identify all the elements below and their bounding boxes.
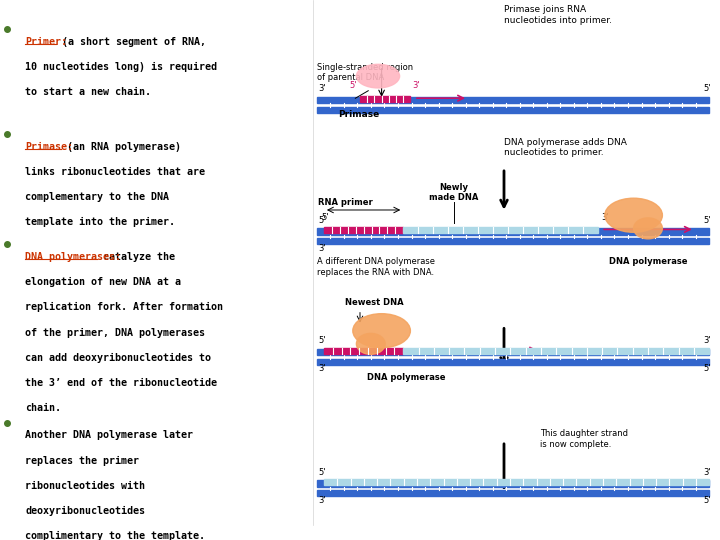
Bar (360, 96, 410, 102)
Text: (an RNA polymerase): (an RNA polymerase) (61, 141, 181, 152)
Text: can add deoxyribonucleotides to: can add deoxyribonucleotides to (25, 353, 211, 363)
Text: 5': 5' (703, 496, 711, 504)
Text: Primase:: Primase: (25, 141, 73, 152)
Bar (317, 238, 709, 244)
Text: 5': 5' (703, 84, 711, 93)
Text: the 3’ end of the ribonucleotide: the 3’ end of the ribonucleotide (25, 378, 217, 388)
Text: chain.: chain. (25, 403, 61, 413)
Text: Newly
made DNA: Newly made DNA (429, 183, 478, 202)
Text: replaces the primer: replaces the primer (25, 456, 139, 465)
Text: 3': 3' (703, 336, 711, 346)
Text: 10 nucleotides long) is required: 10 nucleotides long) is required (25, 62, 217, 72)
Text: 5': 5' (318, 336, 325, 346)
Bar (324, 348, 403, 354)
Text: template into the primer.: template into the primer. (25, 217, 175, 227)
Bar (317, 481, 709, 487)
Text: to start a new chain.: to start a new chain. (25, 87, 151, 97)
Ellipse shape (356, 64, 400, 88)
Text: catalyze the: catalyze the (96, 252, 175, 262)
Bar (324, 227, 403, 233)
Text: 3': 3' (318, 244, 326, 253)
Bar (317, 97, 709, 104)
Text: deoxyribonucleotides: deoxyribonucleotides (25, 506, 145, 516)
Bar (317, 228, 709, 235)
Bar (317, 106, 709, 113)
Text: complementary to the DNA: complementary to the DNA (25, 192, 169, 202)
Bar (324, 479, 709, 485)
Text: ribonucleotides with: ribonucleotides with (25, 481, 145, 491)
Bar (317, 359, 709, 365)
Text: This daughter strand
is now complete.: This daughter strand is now complete. (540, 429, 628, 449)
Bar (403, 227, 598, 233)
Text: RNA primer: RNA primer (318, 198, 373, 207)
Bar (317, 349, 709, 355)
Bar (403, 348, 709, 354)
Ellipse shape (353, 314, 410, 348)
Bar (317, 490, 709, 496)
Ellipse shape (605, 198, 662, 232)
Text: 5': 5' (703, 364, 711, 373)
Text: (a short segment of RNA,: (a short segment of RNA, (56, 37, 207, 47)
Text: Another DNA polymerase later: Another DNA polymerase later (25, 430, 193, 441)
Text: 3': 3' (318, 84, 326, 93)
Text: 5': 5' (318, 468, 325, 477)
Text: DNA polymerases:: DNA polymerases: (25, 252, 121, 262)
Text: 3': 3' (318, 364, 326, 373)
Text: DNA polymerase adds DNA
nucleotides to primer.: DNA polymerase adds DNA nucleotides to p… (504, 138, 627, 158)
Text: 3': 3' (703, 468, 711, 477)
Text: 5': 5' (703, 215, 711, 225)
Text: replication fork. After formation: replication fork. After formation (25, 302, 223, 313)
Text: of the primer, DNA polymerases: of the primer, DNA polymerases (25, 328, 205, 338)
Text: DNA polymerase: DNA polymerase (367, 373, 446, 382)
Text: links ribonucleotides that are: links ribonucleotides that are (25, 167, 205, 177)
Ellipse shape (356, 333, 385, 354)
Text: 5': 5' (318, 215, 325, 225)
Text: 5': 5' (349, 82, 356, 90)
Text: Primase joins RNA
nucleotides into primer.: Primase joins RNA nucleotides into prime… (504, 5, 612, 25)
Text: 3': 3' (318, 496, 326, 504)
Text: 3': 3' (601, 213, 609, 221)
Text: complimentary to the template.: complimentary to the template. (25, 531, 205, 540)
Text: Single-stranded region
of parental DNA: Single-stranded region of parental DNA (317, 63, 413, 83)
Text: A different DNA polymerase
replaces the RNA with DNA.: A different DNA polymerase replaces the … (317, 257, 435, 276)
Ellipse shape (634, 218, 662, 239)
Text: Primer:: Primer: (25, 37, 67, 47)
Text: Primase: Primase (338, 110, 379, 119)
Text: 3': 3' (413, 82, 420, 90)
Text: Newest DNA: Newest DNA (345, 298, 404, 307)
Text: 5': 5' (322, 213, 329, 221)
Text: DNA polymerase: DNA polymerase (608, 257, 688, 266)
Text: elongation of new DNA at a: elongation of new DNA at a (25, 277, 181, 287)
